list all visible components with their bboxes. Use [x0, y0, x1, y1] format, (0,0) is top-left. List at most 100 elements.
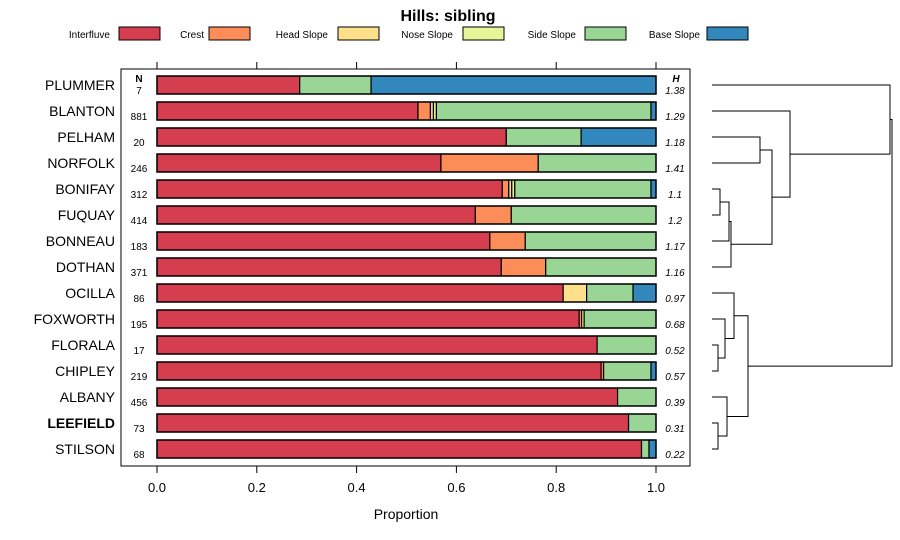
- h-value-leefield: 0.31: [665, 424, 684, 435]
- n-value-pelham: 20: [133, 138, 145, 149]
- x-tick-label-0-4: 0.4: [348, 480, 366, 495]
- n-value-leefield: 73: [133, 424, 145, 435]
- bar-segment-foxworth-interfluve: [156, 309, 580, 329]
- n-value-albany: 456: [131, 398, 148, 409]
- bar-outline-florala: [156, 335, 657, 355]
- h-value-foxworth: 0.68: [665, 320, 685, 331]
- n-value-florala: 17: [133, 346, 145, 357]
- n-value-stilson: 68: [133, 450, 145, 461]
- bar-segment-blanton-side-slope: [435, 101, 652, 121]
- bar-segment-dothan-crest: [500, 257, 547, 277]
- bar-segment-plummer-side-slope: [299, 75, 372, 95]
- bars: [156, 75, 657, 459]
- bar-segment-norfolk-side-slope: [537, 153, 657, 173]
- x-tick-label-0-2: 0.2: [248, 480, 266, 495]
- n-column-header: N: [135, 74, 142, 85]
- legend-swatch-interfluve: [118, 26, 161, 41]
- row-label-bonifay: BONIFAY: [55, 181, 115, 197]
- n-value-ocilla: 86: [133, 294, 145, 305]
- legend-label-interfluve: Interfluve: [69, 30, 111, 41]
- bar-outline-fuquay: [156, 205, 657, 225]
- n-value-fuquay: 414: [131, 216, 148, 227]
- bar-outline-dothan: [156, 257, 657, 277]
- bar-segment-bonneau-crest: [489, 231, 526, 251]
- bar-segment-stilson-side-slope: [640, 439, 650, 459]
- bar-outline-albany: [156, 387, 657, 407]
- bar-outline-blanton: [156, 101, 657, 121]
- dendro-link-leefield-stilson: [712, 422, 719, 450]
- bar-segment-bonifay-base-slope: [650, 179, 657, 199]
- bar-segment-ocilla-base-slope: [632, 283, 657, 303]
- h-value-plummer: 1.38: [665, 86, 685, 97]
- x-axis-label: Proportion: [374, 506, 439, 522]
- row-label-pelham: PELHAM: [57, 129, 115, 145]
- dendro-link-bonifay-fuquay: [712, 188, 721, 216]
- bar-outline-chipley: [156, 361, 657, 381]
- bar-segment-plummer-interfluve: [156, 75, 301, 95]
- bar-outline-pelham: [156, 127, 657, 147]
- bar-segment-fuquay-interfluve: [156, 205, 476, 225]
- x-tick-label-0-6: 0.6: [447, 480, 465, 495]
- bar-segment-chipley-interfluve: [156, 361, 602, 381]
- dendro-link-lower-group: [727, 315, 749, 417]
- h-value-blanton: 1.29: [665, 112, 685, 123]
- h-value-bonneau: 1.17: [665, 242, 685, 253]
- h-value-chipley: 0.57: [665, 372, 685, 383]
- h-value-fuquay: 1.2: [668, 216, 682, 227]
- row-label-plummer: PLUMMER: [45, 77, 115, 93]
- legend-label-side-slope: Side Slope: [528, 30, 577, 41]
- bar-segment-plummer-base-slope: [370, 75, 657, 95]
- row-label-foxworth: FOXWORTH: [34, 311, 115, 327]
- bar-segment-leefield-side-slope: [627, 413, 657, 433]
- bar-segment-albany-side-slope: [616, 387, 657, 407]
- n-value-dothan: 371: [131, 268, 148, 279]
- row-label-fuquay: FUQUAY: [58, 207, 116, 223]
- bar-segment-pelham-interfluve: [156, 127, 507, 147]
- bar-segment-dothan-interfluve: [156, 257, 502, 277]
- legend-label-base-slope: Base Slope: [649, 30, 701, 41]
- h-value-norfolk: 1.41: [665, 164, 684, 175]
- bar-segment-ocilla-head-slope: [562, 283, 588, 303]
- h-column-header: H: [672, 74, 680, 85]
- bar-segment-florala-interfluve: [156, 335, 598, 355]
- row-label-bonneau: BONNEAU: [46, 233, 115, 249]
- n-value-bonifay: 312: [131, 190, 148, 201]
- dendro-link-ocilla: [712, 292, 735, 339]
- row-label-leefield: LEEFIELD: [47, 415, 115, 431]
- bar-outline-stilson: [156, 439, 657, 459]
- bar-segment-bonifay-interfluve: [156, 179, 503, 199]
- dendro-link-dothan: [712, 221, 732, 268]
- bar-segment-florala-side-slope: [596, 335, 657, 355]
- bar-segment-chipley-side-slope: [603, 361, 652, 381]
- legend-swatch-crest: [208, 26, 251, 41]
- n-value-chipley: 219: [131, 372, 148, 383]
- bar-segment-blanton-crest: [417, 101, 432, 121]
- bar-segment-bonneau-interfluve: [156, 231, 491, 251]
- dendro-link-south-group: [731, 149, 773, 245]
- legend-label-crest: Crest: [180, 30, 204, 41]
- h-value-pelham: 1.18: [665, 138, 685, 149]
- bar-segment-stilson-base-slope: [648, 439, 657, 459]
- bar-segment-pelham-side-slope: [505, 127, 582, 147]
- bar-segment-norfolk-interfluve: [156, 153, 442, 173]
- bar-segment-blanton-base-slope: [650, 101, 657, 121]
- chart-title: Hills: sibling: [400, 8, 495, 25]
- dendrogram: [712, 84, 893, 450]
- row-label-blanton: BLANTON: [49, 103, 115, 119]
- n-value-bonneau: 183: [131, 242, 148, 253]
- row-label-ocilla: OCILLA: [65, 285, 115, 301]
- bar-outline-bonifay: [156, 179, 657, 199]
- n-value-norfolk: 246: [131, 164, 148, 175]
- h-value-dothan: 1.16: [665, 268, 685, 279]
- bar-segment-stilson-interfluve: [156, 439, 643, 459]
- x-axis: 0.0 0.2 0.4 0.6 0.8 1.0: [148, 62, 665, 495]
- row-label-florala: FLORALA: [51, 337, 115, 353]
- bar-segment-chipley-base-slope: [650, 361, 657, 381]
- bar-segment-bonneau-side-slope: [524, 231, 657, 251]
- n-value-plummer: 7: [136, 86, 142, 97]
- row-label-norfolk: NORFOLK: [47, 155, 115, 171]
- n-value-blanton: 881: [131, 112, 148, 123]
- dendro-link-root: [748, 119, 893, 367]
- bar-segment-blanton-interfluve: [156, 101, 419, 121]
